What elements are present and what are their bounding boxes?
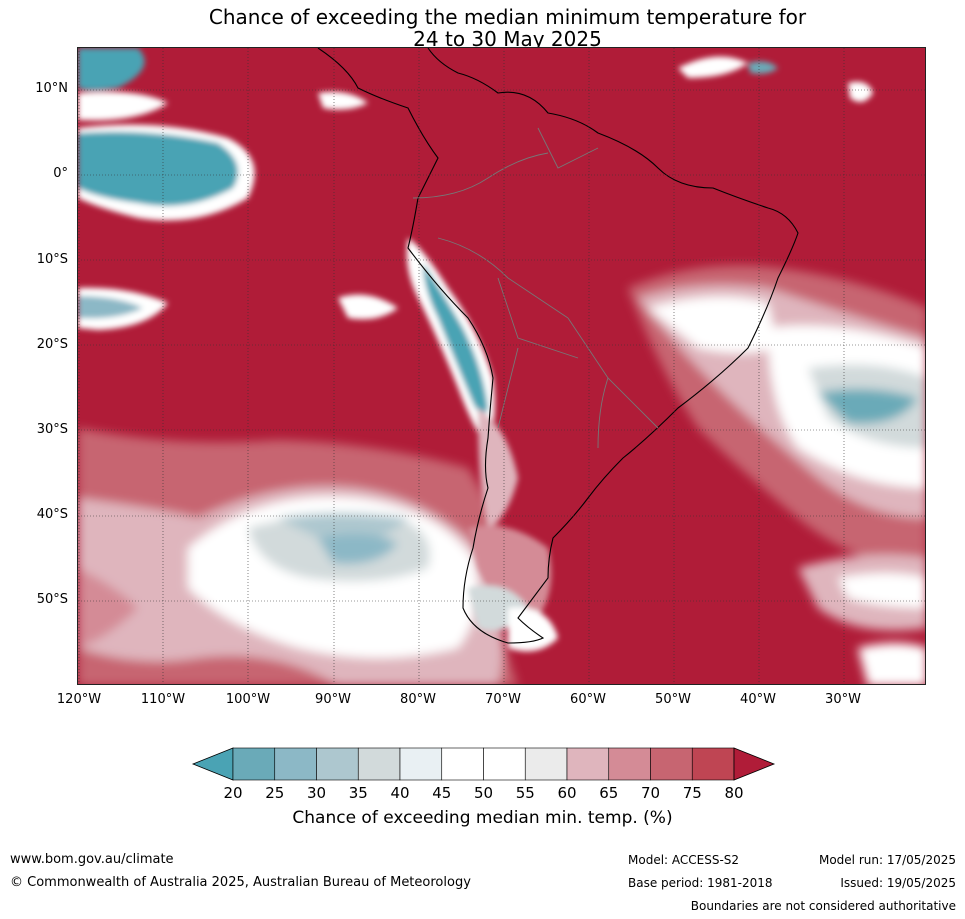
colorbar-box	[608, 747, 651, 781]
colorbar-box	[483, 747, 526, 781]
country-borders	[412, 127, 659, 449]
colorbar-tick-label: 45	[432, 784, 452, 802]
colorbar-box	[232, 747, 276, 781]
lon-label-110w: 110°W	[140, 692, 186, 707]
continent-outline	[317, 48, 799, 644]
colorbar-tick-label: 70	[640, 784, 661, 802]
lon-label-30w: 30°W	[825, 692, 861, 707]
lon-label-50w: 50°W	[655, 692, 691, 707]
colorbar-box	[316, 747, 359, 781]
colorbar-tick-label: 40	[390, 784, 410, 802]
chart-title-line2: 24 to 30 May 2025	[413, 27, 602, 51]
base-period-text: Base period: 1981-2018	[628, 876, 773, 890]
colorbar-box	[524, 747, 568, 781]
chart-title-line1: Chance of exceeding the median minimum t…	[208, 5, 807, 29]
colorbar-extend-high	[733, 747, 776, 781]
colorbar-tick-label: 55	[515, 784, 535, 802]
website-link[interactable]: www.bom.gov.au/climate	[10, 852, 174, 867]
colorbar-tick-label: 35	[348, 784, 368, 802]
south-atlantic-field	[628, 265, 925, 684]
colorbar-label: Chance of exceeding median min. temp. (%…	[292, 808, 673, 828]
colorbar-tick-label: 75	[682, 784, 702, 802]
colorbar-box	[441, 747, 484, 781]
lat-label-10s: 10°S	[36, 252, 68, 267]
lat-label-10n: 10°N	[35, 81, 68, 96]
colorbar-tick-label: 30	[306, 784, 327, 802]
colorbar-tick-label: 65	[599, 784, 619, 802]
lat-label-30s: 30°S	[36, 422, 68, 437]
colorbar-box	[399, 747, 443, 781]
copyright-text: © Commonwealth of Australia 2025, Austra…	[10, 875, 471, 890]
colorbar-box	[566, 747, 610, 781]
colorbar	[191, 747, 776, 781]
lon-label-100w: 100°W	[225, 692, 271, 707]
colorbar-tick-label: 25	[265, 784, 285, 802]
equatorial-pacific-field	[78, 48, 873, 330]
colorbar-box	[274, 747, 317, 781]
lon-label-90w: 90°W	[315, 692, 351, 707]
lat-label-40s: 40°S	[36, 507, 68, 522]
south-pacific-field	[78, 428, 518, 684]
graticule	[78, 48, 925, 684]
colorbar-box	[357, 747, 401, 781]
andes-field	[338, 238, 558, 652]
colorbar-tick-label: 50	[473, 784, 494, 802]
colorbar-tick-label: 60	[557, 784, 577, 802]
colorbar-extend-low	[191, 747, 234, 781]
probability-map	[77, 47, 926, 685]
lon-label-40w: 40°W	[740, 692, 776, 707]
lon-label-60w: 60°W	[570, 692, 606, 707]
model-run-text: Model run: 17/05/2025	[818, 853, 956, 867]
colorbar-box	[691, 747, 735, 781]
colorbar-tick-label: 20	[223, 784, 243, 802]
model-text: Model: ACCESS-S2	[628, 853, 740, 867]
lat-label-50s: 50°S	[36, 592, 68, 607]
lat-label-0: 0°	[53, 166, 68, 181]
colorbar-box	[650, 747, 693, 781]
lon-label-70w: 70°W	[485, 692, 521, 707]
lon-label-80w: 80°W	[400, 692, 436, 707]
issued-text: Issued: 19/05/2025	[840, 876, 956, 890]
disclaimer-text: Boundaries are not considered authoritat…	[690, 899, 956, 913]
lon-label-120w: 120°W	[56, 692, 102, 707]
colorbar-tick-label: 80	[724, 784, 744, 802]
lat-label-20s: 20°S	[36, 337, 68, 352]
